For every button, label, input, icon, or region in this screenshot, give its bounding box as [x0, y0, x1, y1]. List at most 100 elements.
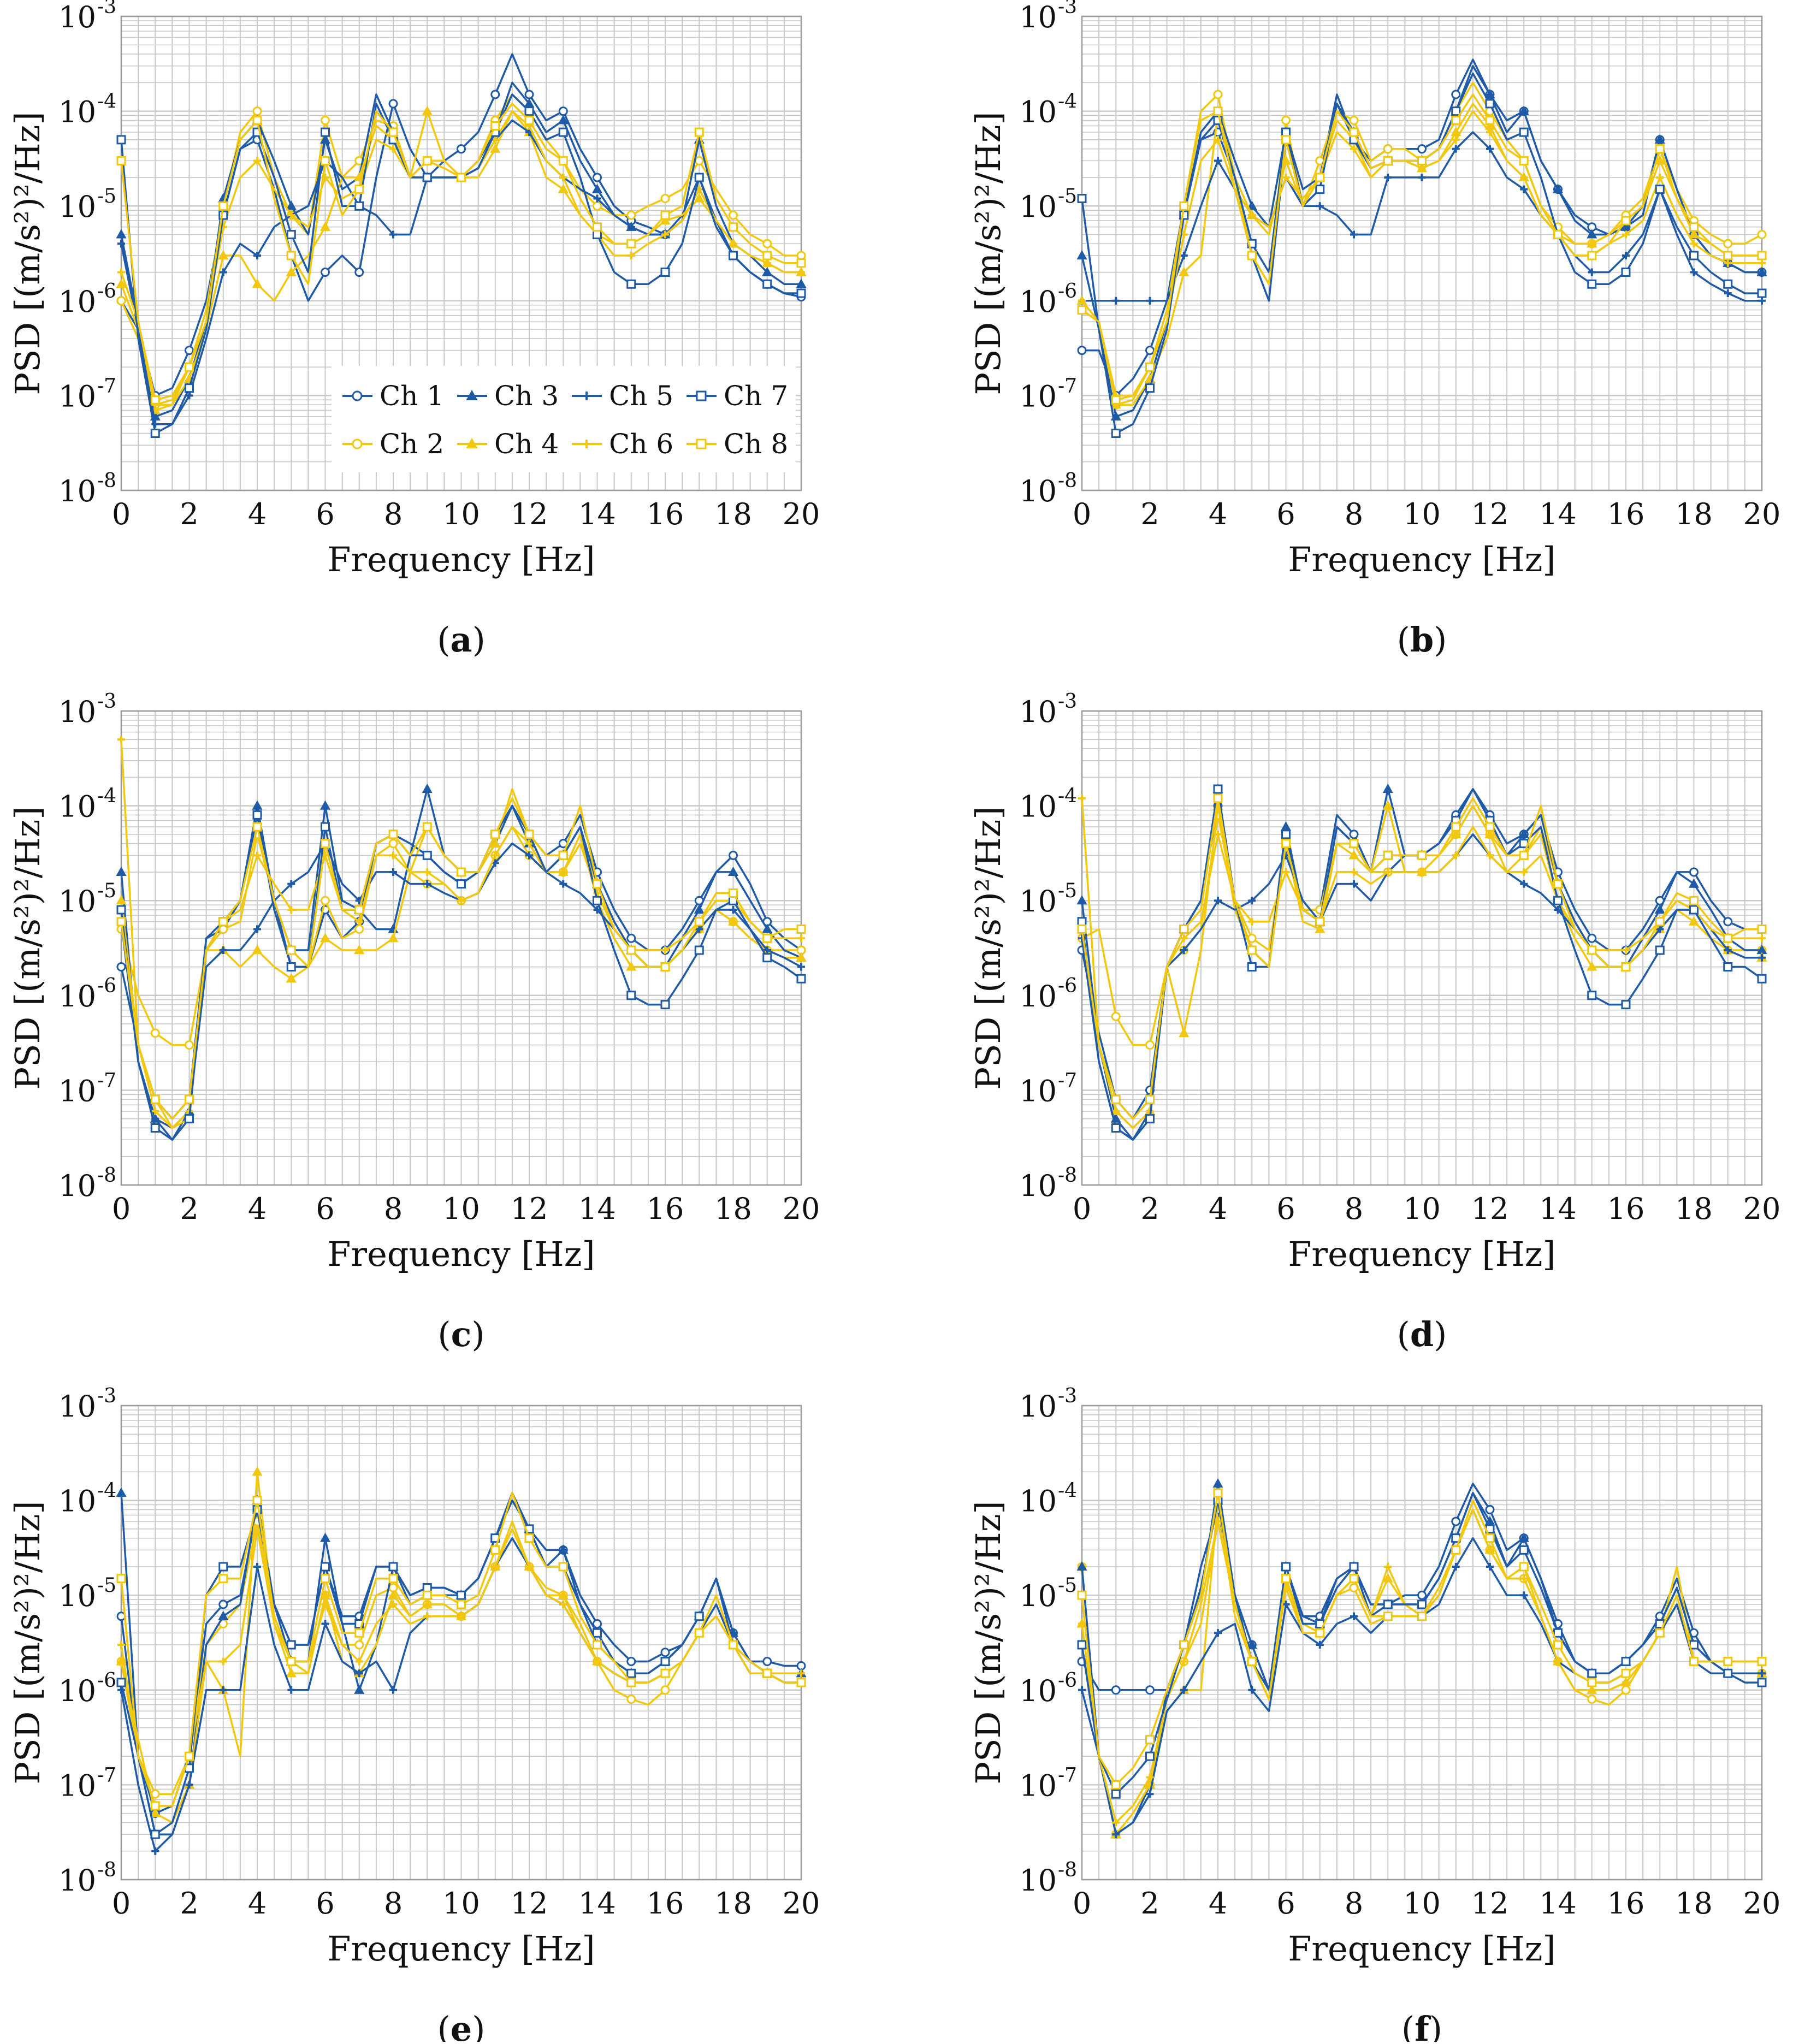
x-tick-label: 2: [180, 1192, 198, 1226]
data-point: [1077, 1640, 1087, 1650]
data-point: [422, 822, 432, 832]
x-tick-label: 0: [1073, 1886, 1091, 1921]
data-point: [1587, 991, 1597, 1000]
data-point: [422, 105, 433, 115]
data-point: [423, 880, 431, 888]
data-point: [1587, 1695, 1597, 1704]
data-point: [422, 173, 432, 182]
data-point: [1214, 830, 1222, 838]
x-tick-label: 6: [316, 1192, 334, 1226]
data-point: [524, 90, 534, 99]
y-tick-label: 10: [1019, 1074, 1057, 1108]
data-point: [150, 1808, 161, 1817]
data-point: [1214, 157, 1222, 165]
data-point: [1417, 144, 1427, 154]
y-tick-label: 10: [58, 95, 96, 129]
x-tick-label: 20: [783, 1886, 820, 1921]
data-point: [762, 279, 772, 289]
data-point: [389, 1686, 397, 1694]
data-point: [1315, 1619, 1325, 1628]
x-axis-label: Frequency [Hz]: [327, 1929, 595, 1969]
y-tick-label: 10: [1019, 1169, 1057, 1203]
data-point: [1452, 145, 1460, 153]
data-point: [1315, 173, 1325, 182]
data-point: [763, 259, 771, 267]
data-point: [1146, 1790, 1154, 1798]
data-point: [354, 944, 365, 955]
data-point: [1281, 839, 1291, 849]
x-tick-label: 14: [578, 497, 616, 531]
x-tick-label: 8: [1345, 1192, 1363, 1226]
x-axis-label: Frequency [Hz]: [327, 1234, 595, 1274]
data-point: [1213, 90, 1223, 99]
y-tick-label: 10: [1019, 884, 1057, 919]
x-tick-label: 14: [578, 1192, 616, 1226]
data-point: [354, 905, 364, 915]
y-tick-label: 10: [58, 1674, 96, 1708]
data-point: [1452, 135, 1460, 144]
data-point: [321, 896, 330, 905]
data-point: [593, 194, 601, 203]
data-point: [1180, 1657, 1188, 1666]
data-point: [457, 867, 466, 877]
y-tick-exponent: -8: [97, 470, 116, 492]
data-point: [1520, 868, 1528, 876]
data-point: [1518, 828, 1529, 838]
x-tick-label: 16: [1607, 497, 1645, 531]
x-tick-label: 12: [511, 1192, 548, 1226]
data-point: [1076, 1561, 1087, 1571]
data-point: [1145, 346, 1155, 356]
data-point: [1486, 851, 1494, 860]
y-tick-exponent: -8: [97, 1859, 116, 1881]
data-point: [1552, 183, 1564, 193]
data-point: [354, 1628, 364, 1638]
y-tick-exponent: -4: [1058, 785, 1077, 808]
data-point: [1622, 946, 1630, 954]
data-point: [1519, 127, 1529, 137]
data-point: [287, 211, 295, 220]
data-point: [150, 1829, 160, 1839]
panel-caption-letter: e: [451, 2009, 472, 2042]
data-point: [1520, 1591, 1528, 1599]
y-tick-label: 10: [58, 979, 96, 1014]
data-point: [1621, 268, 1631, 277]
data-point: [1689, 222, 1699, 232]
y-tick-label: 10: [1019, 1484, 1057, 1519]
x-tick-label: 6: [1276, 1886, 1295, 1921]
y-tick-exponent: -8: [97, 1164, 116, 1187]
data-point: [219, 1657, 227, 1666]
data-point: [1214, 897, 1222, 905]
x-tick-label: 2: [180, 1886, 198, 1921]
x-axis-label: Frequency [Hz]: [327, 540, 595, 579]
data-point: [150, 1094, 160, 1104]
data-point: [1486, 1546, 1494, 1554]
data-point: [355, 1669, 363, 1678]
data-point: [1417, 1599, 1427, 1609]
data-point: [1349, 1574, 1359, 1584]
data-point: [252, 822, 262, 832]
data-point: [1247, 945, 1257, 955]
series-group: [116, 736, 807, 1141]
y-tick-exponent: -6: [97, 975, 116, 997]
data-point: [796, 279, 807, 288]
series-group: [1076, 1478, 1767, 1839]
data-point: [1145, 1685, 1155, 1695]
y-tick-exponent: -3: [97, 0, 116, 18]
x-tick-label: 2: [1140, 1886, 1159, 1921]
y-tick-exponent: -7: [97, 1069, 116, 1092]
data-point: [729, 210, 738, 220]
data-point: [150, 428, 160, 438]
data-point: [763, 946, 771, 954]
y-tick-label: 10: [58, 695, 96, 729]
data-point: [1690, 268, 1698, 276]
data-point: [1316, 1640, 1324, 1649]
data-point: [762, 933, 772, 943]
data-point: [253, 851, 261, 860]
data-point: [729, 251, 738, 260]
data-point: [457, 1590, 466, 1600]
data-point: [729, 240, 737, 248]
data-point: [593, 1619, 602, 1628]
data-point: [1417, 1611, 1427, 1621]
x-tick-label: 20: [783, 1192, 820, 1226]
y-tick-label: 10: [58, 1768, 96, 1803]
